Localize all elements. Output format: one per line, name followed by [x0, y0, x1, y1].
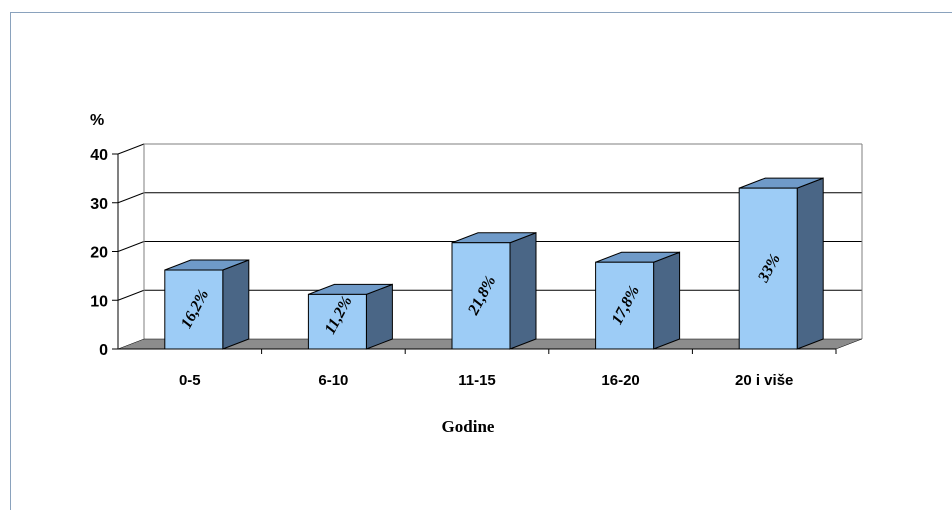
bar: [451, 242, 511, 350]
gridline-side: [117, 241, 145, 252]
bar: [307, 293, 367, 350]
gridline-side: [117, 289, 145, 301]
x-tick-label: 0-5: [179, 372, 201, 389]
bar: [738, 187, 798, 350]
y-tick-label: 20: [90, 245, 108, 262]
x-axis-title: Godine: [442, 417, 495, 436]
y-tick-label: 40: [90, 147, 108, 164]
y-axis-title: %: [90, 112, 104, 129]
x-tick-label: 11-15: [458, 372, 496, 389]
bar-side: [509, 231, 537, 350]
bar-side: [653, 251, 681, 350]
plot-area: 0102030400-516,2%6-1011,2%11-1521,8%16-2…: [90, 143, 863, 389]
bar: [595, 261, 655, 350]
y-tick-label: 30: [90, 196, 108, 213]
gridline-side: [117, 192, 145, 204]
chart-frame-left-border: [10, 12, 11, 510]
x-tick-label: 6-10: [318, 372, 348, 389]
x-tick-label: 20 i više: [735, 372, 793, 389]
gridline-side: [117, 143, 145, 155]
x-tick-label: 16-20: [601, 372, 639, 389]
y-tick-label: 10: [90, 293, 108, 310]
bar: [164, 269, 224, 350]
chart-frame-top-border: [10, 12, 952, 13]
bar-side: [365, 283, 393, 350]
y-tick-label: 0: [99, 342, 108, 359]
bar-side: [796, 177, 824, 350]
bar-side: [222, 259, 250, 350]
